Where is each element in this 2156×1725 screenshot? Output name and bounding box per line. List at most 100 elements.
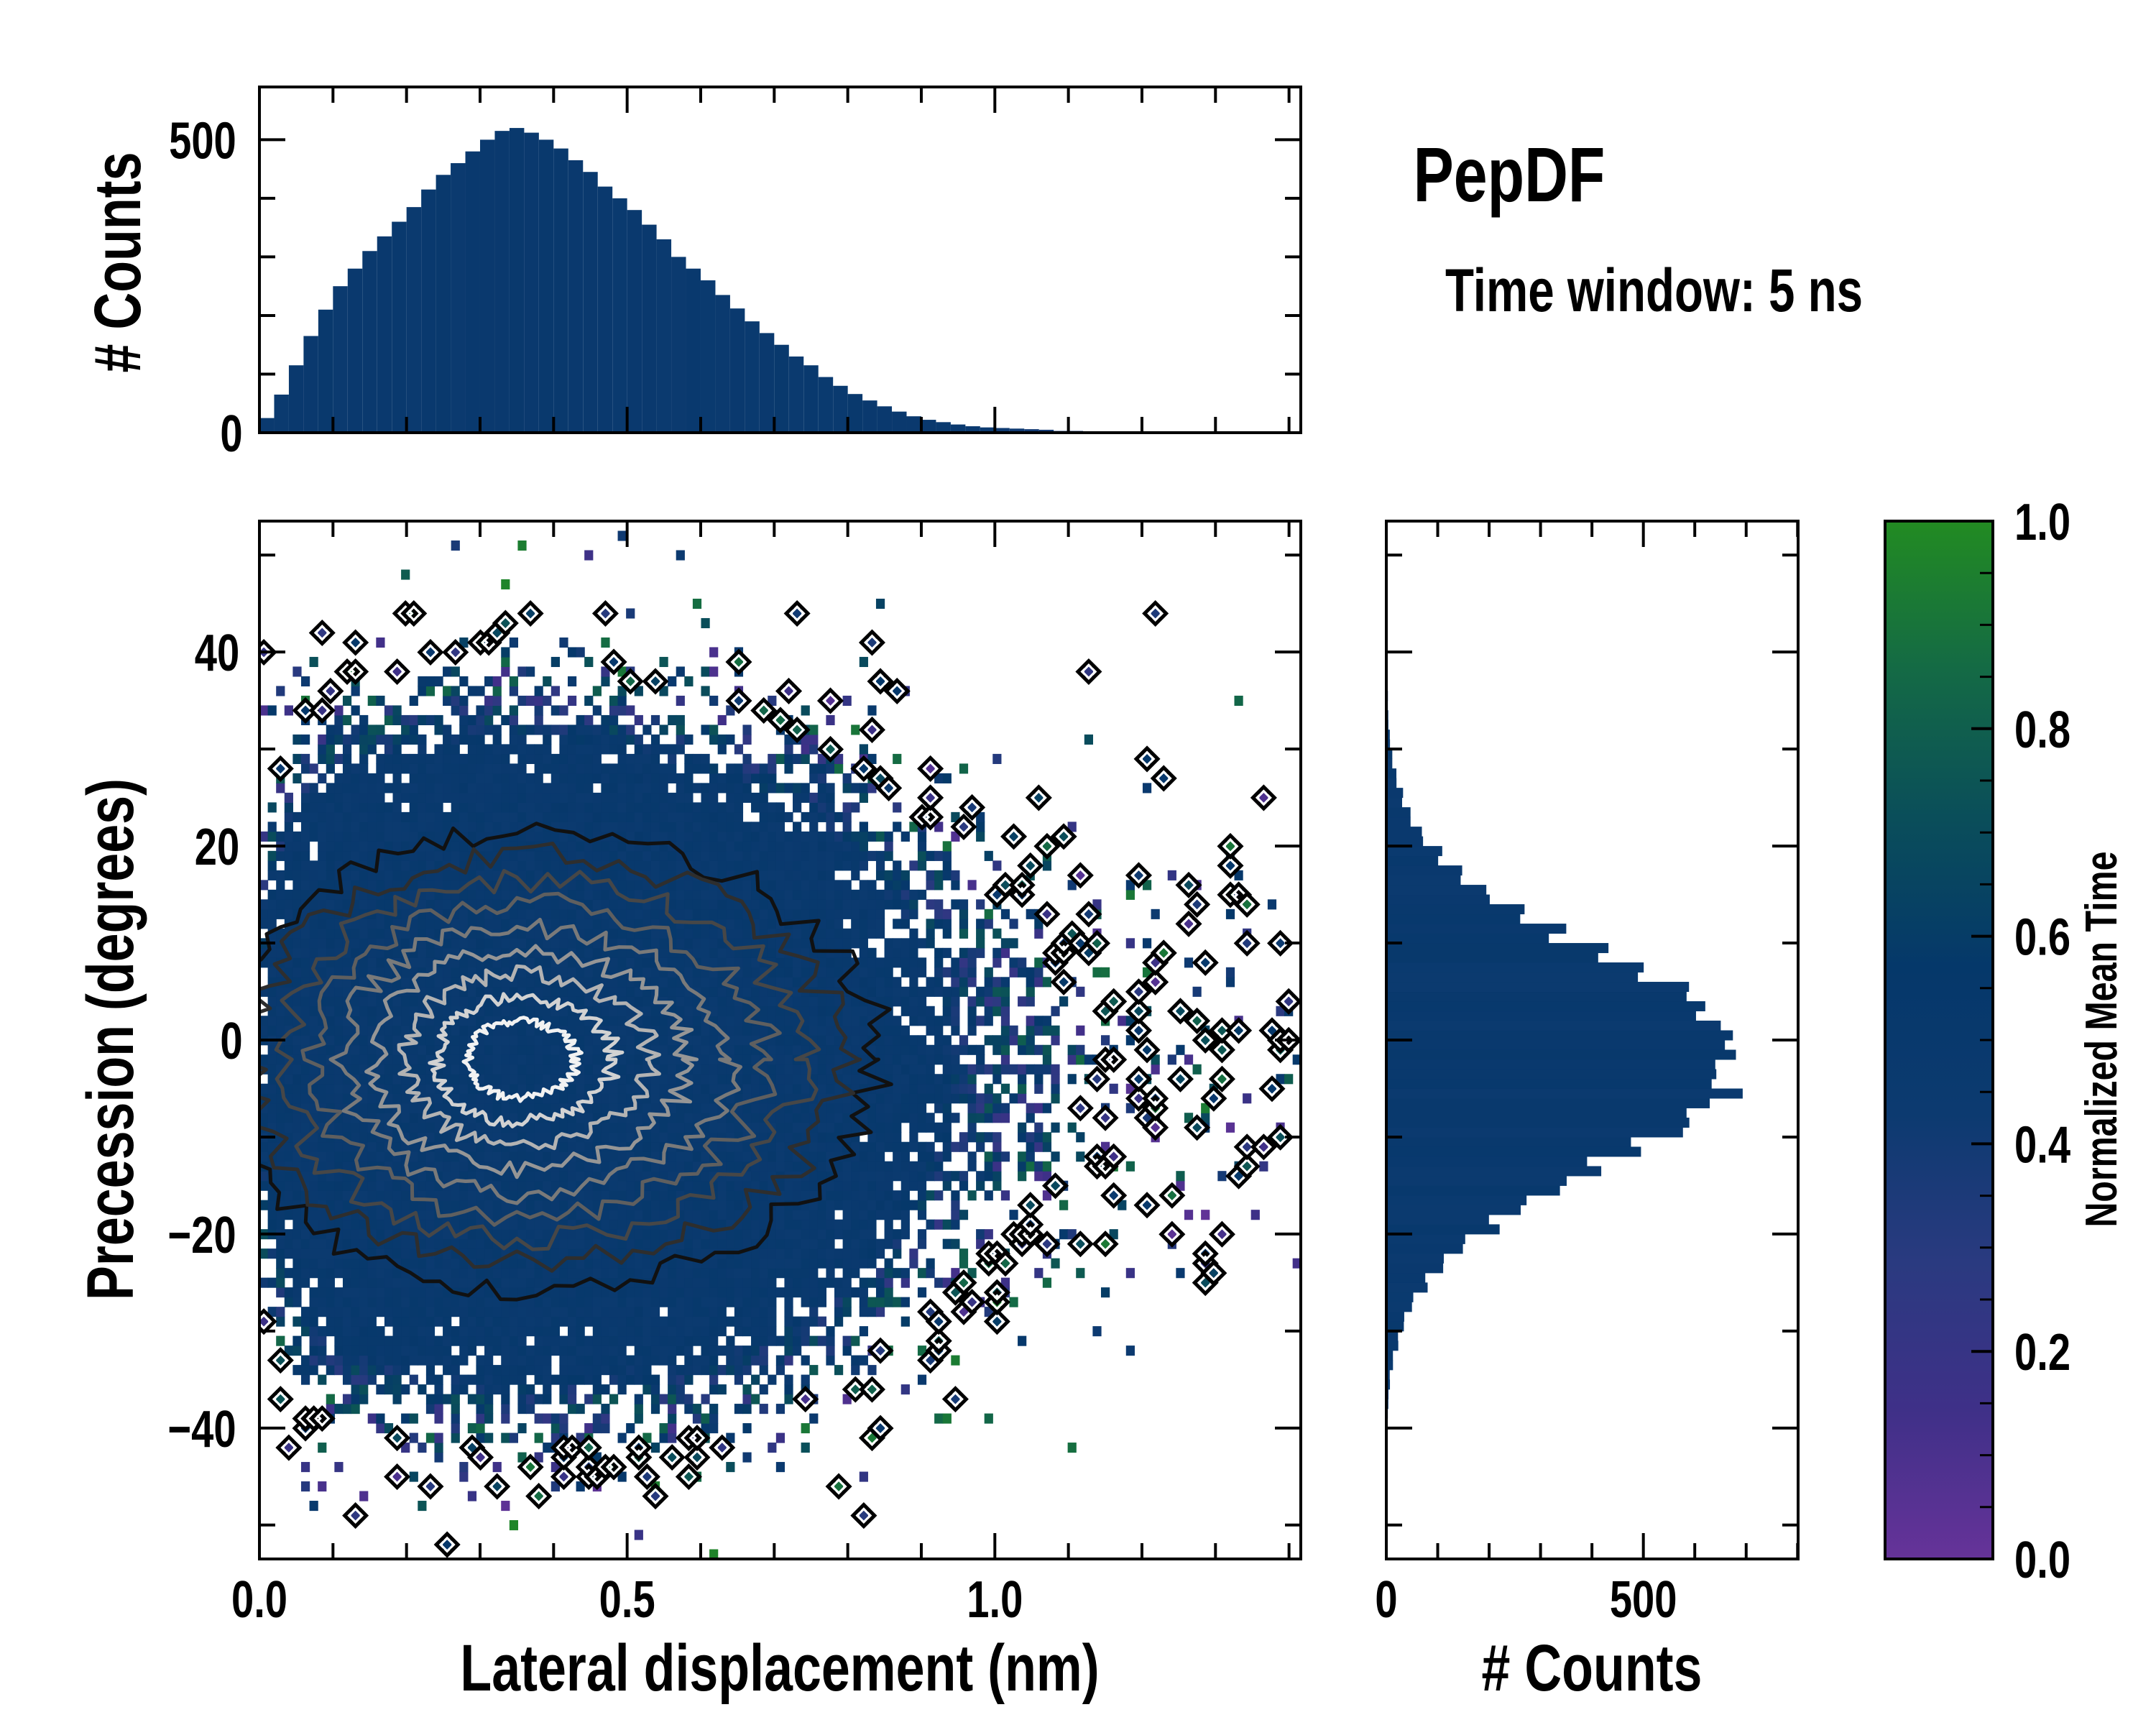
- heatmap-cell: [793, 1268, 802, 1279]
- top-hist-bar: [494, 131, 510, 433]
- heatmap-cell: [492, 1054, 502, 1065]
- heatmap-cell: [376, 802, 385, 813]
- heatmap-cell: [659, 831, 668, 842]
- heatmap-cell: [509, 1374, 519, 1385]
- heatmap-cell: [517, 773, 527, 783]
- heatmap-cell: [668, 1190, 677, 1201]
- heatmap-cell: [659, 1326, 668, 1337]
- heatmap-cell: [692, 1093, 702, 1104]
- top-hist-bar: [995, 428, 1010, 433]
- heatmap-cell: [418, 977, 427, 988]
- heatmap-cell: [451, 870, 460, 880]
- heatmap-cell: [526, 1171, 535, 1182]
- heatmap-cell: [467, 1248, 477, 1259]
- heatmap-cell: [509, 763, 519, 774]
- heatmap-cell: [534, 811, 543, 822]
- heatmap-cell: [467, 773, 477, 783]
- heatmap-cell: [793, 967, 802, 978]
- heatmap-cell: [609, 734, 619, 745]
- top-hist-bar: [583, 172, 598, 433]
- heatmap-cell: [534, 705, 543, 716]
- heatmap-cell: [534, 1326, 543, 1337]
- heatmap-cell: [509, 1103, 519, 1113]
- heatmap-cell: [659, 1054, 668, 1065]
- heatmap-cell: [326, 850, 335, 861]
- heatmap-cell: [684, 1151, 694, 1162]
- heatmap-cell: [359, 1335, 369, 1346]
- heatmap-cell: [759, 1316, 768, 1327]
- heatmap-cell: [476, 1268, 485, 1279]
- heatmap-cell: [567, 1374, 577, 1385]
- heatmap-cells: [259, 530, 1301, 1559]
- heatmap-cell: [384, 822, 394, 832]
- heatmap-cell: [367, 1355, 377, 1366]
- heatmap-cell: [726, 1229, 735, 1240]
- heatmap-cell: [617, 1132, 627, 1143]
- heatmap-cell: [401, 1006, 410, 1016]
- heatmap-cell: [692, 1083, 702, 1094]
- heatmap-cell: [734, 1355, 744, 1366]
- heatmap-cell: [467, 831, 477, 842]
- heatmap-cell: [367, 1277, 377, 1288]
- heatmap-cell: [501, 1219, 510, 1230]
- heatmap-cell: [801, 1316, 810, 1327]
- heatmap-cell: [834, 1277, 844, 1288]
- heatmap-cell: [759, 783, 768, 794]
- heatmap-cell: [784, 1054, 793, 1065]
- heatmap-cell: [351, 850, 360, 861]
- heatmap-cell: [684, 1355, 694, 1366]
- heatmap-cell: [801, 792, 810, 803]
- heatmap-cell: [367, 831, 377, 842]
- heatmap-cell: [793, 1122, 802, 1133]
- heatmap-cell: [434, 1316, 443, 1327]
- heatmap-cell: [684, 1326, 694, 1337]
- heatmap-cell: [376, 1141, 385, 1152]
- heatmap-cell: [434, 802, 443, 813]
- heatmap-cell: [550, 724, 560, 735]
- heatmap-cell: [751, 1316, 760, 1327]
- heatmap-cell: [459, 938, 469, 949]
- heatmap-cell: [617, 1238, 627, 1249]
- heatmap-cell: [775, 822, 786, 832]
- heatmap-cell: [617, 1035, 627, 1046]
- heatmap-cell: [509, 1132, 519, 1143]
- heatmap-cell: [517, 1355, 527, 1366]
- heatmap-cell: [817, 967, 826, 978]
- heatmap-cell: [267, 1016, 277, 1026]
- heatmap-cell: [434, 1404, 443, 1414]
- heatmap-cell: [701, 1200, 710, 1210]
- heatmap-cell: [734, 1122, 744, 1133]
- heatmap-cell: [626, 1258, 635, 1269]
- heatmap-cell: [476, 1171, 485, 1182]
- heatmap-cell: [443, 1006, 452, 1016]
- heatmap-cell: [784, 1016, 793, 1026]
- heatmap-cell: [326, 1064, 335, 1075]
- heatmap-cell: [809, 1268, 819, 1279]
- heatmap-cell: [418, 986, 427, 997]
- heatmap-cell: [259, 1025, 269, 1036]
- heatmap-cell: [734, 977, 744, 988]
- heatmap-cell: [576, 1161, 585, 1172]
- heatmap-cell: [759, 1335, 768, 1346]
- heatmap-cell: [359, 1268, 369, 1279]
- heatmap-cell: [501, 1258, 510, 1269]
- heatmap-cell: [376, 1326, 385, 1337]
- heatmap-cell: [342, 695, 352, 707]
- heatmap-cell: [342, 1151, 352, 1162]
- heatmap-cell: [668, 1151, 677, 1162]
- heatmap-cell: [801, 1258, 810, 1269]
- heatmap-cell: [692, 1210, 702, 1220]
- heatmap-cell: [842, 889, 852, 900]
- heatmap-cell: [676, 792, 685, 803]
- heatmap-cell: [692, 1268, 702, 1279]
- heatmap-cell: [609, 744, 619, 755]
- heatmap-cell: [418, 1297, 427, 1307]
- heatmap-cell: [425, 880, 436, 891]
- heatmap-cell: [367, 724, 377, 735]
- heatmap-cell: [842, 1113, 852, 1123]
- heatmap-cell: [392, 773, 402, 783]
- heatmap-cell: [668, 1452, 677, 1463]
- heatmap-cell: [351, 870, 360, 880]
- heatmap-cell: [300, 841, 310, 852]
- heatmap-cell: [501, 1326, 510, 1337]
